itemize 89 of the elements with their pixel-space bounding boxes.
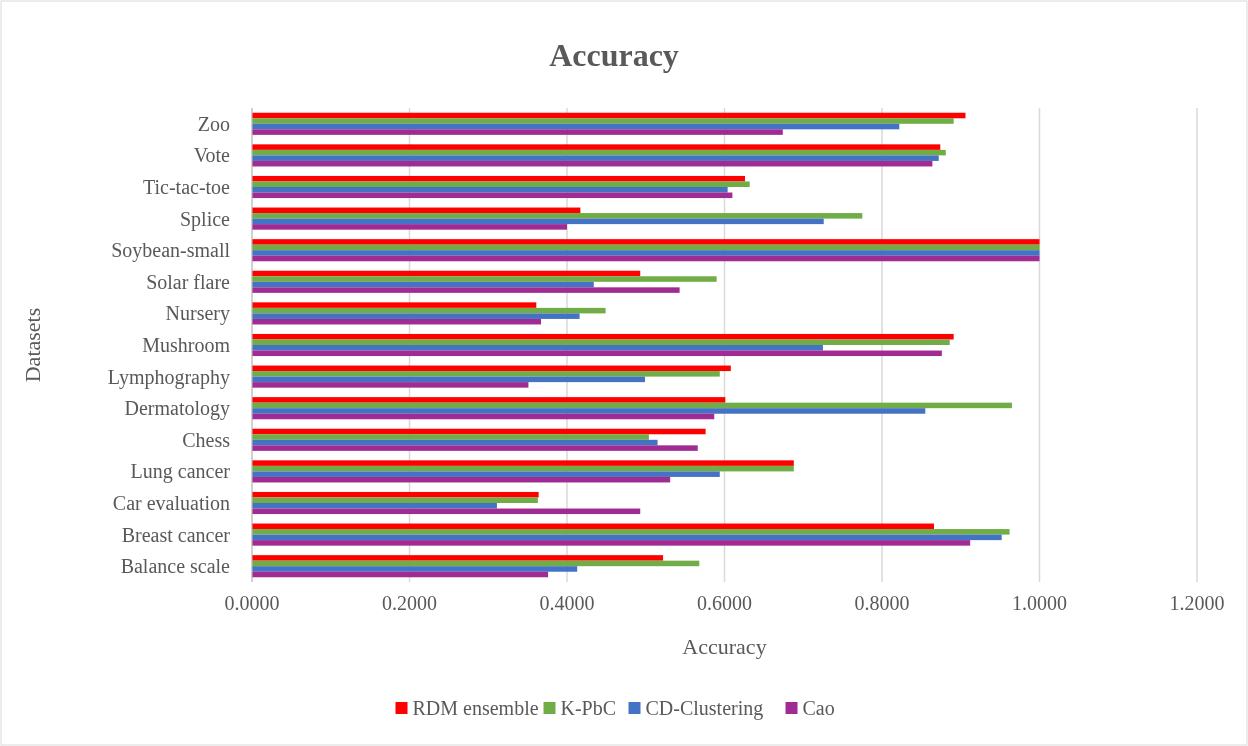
x-tick-label: 0.0000	[224, 592, 280, 614]
legend-label: RDM ensemble	[412, 697, 539, 719]
y-tick-label: Vote	[193, 144, 231, 167]
bar	[252, 465, 794, 472]
bar	[252, 112, 966, 119]
bar	[252, 376, 645, 383]
y-tick-label: Car evaluation	[112, 492, 230, 514]
y-tick-label: Balance scale	[120, 555, 231, 578]
bar	[252, 244, 1040, 251]
bar	[252, 571, 549, 578]
bar	[252, 123, 900, 130]
bar	[252, 192, 733, 199]
y-tick-label: Soybean-small	[111, 239, 231, 263]
bar	[252, 187, 728, 193]
bar	[252, 508, 641, 515]
y-tick-label: Chess	[182, 428, 231, 451]
y-tick-label: Dermatology	[124, 397, 230, 421]
bar	[252, 560, 700, 567]
bar	[252, 118, 954, 124]
legend-label: CD-Clustering	[645, 697, 764, 720]
bar	[252, 276, 717, 282]
bar	[252, 155, 939, 161]
bar	[252, 175, 745, 182]
bar	[252, 434, 649, 440]
bar	[252, 566, 578, 572]
legend-label: K-PbC	[560, 697, 617, 719]
bar	[252, 471, 720, 477]
bar	[252, 307, 606, 314]
bar	[252, 160, 933, 167]
bar	[252, 402, 1012, 409]
x-tick-label: 1.0000	[1012, 592, 1067, 614]
bar	[252, 497, 538, 503]
bar	[252, 302, 537, 308]
bar	[252, 181, 750, 187]
bar	[252, 255, 1040, 262]
bar	[252, 339, 950, 345]
bar	[252, 476, 671, 483]
y-tick-label: Splice	[180, 207, 231, 231]
bar	[252, 250, 1040, 256]
bar	[252, 345, 823, 351]
x-tick-label: 1.2000	[1169, 592, 1225, 614]
bar	[252, 397, 726, 403]
bar	[252, 313, 580, 319]
bar	[252, 281, 594, 288]
y-tick-label: Lung cancer	[130, 460, 231, 484]
bar	[252, 382, 529, 388]
bar	[252, 149, 946, 156]
y-tick-label: Lymphography	[107, 365, 230, 389]
x-tick-label: 0.8000	[854, 592, 910, 614]
bar	[252, 523, 934, 530]
bar	[252, 371, 720, 377]
bar	[252, 491, 539, 498]
x-axis-title: Accuracy	[682, 634, 767, 659]
bar	[252, 413, 715, 420]
bar	[252, 534, 1002, 541]
chart-title: Accuracy	[549, 37, 679, 73]
bar	[252, 529, 1010, 535]
bar	[252, 129, 783, 135]
bar	[252, 287, 680, 293]
bar	[252, 270, 641, 277]
bar	[252, 408, 926, 414]
y-tick-label: Tic-tac-toe	[142, 176, 231, 198]
x-tick-label: 0.6000	[697, 592, 752, 614]
bar	[252, 333, 954, 340]
bar	[252, 207, 581, 214]
x-tick-label: 0.4000	[539, 592, 595, 614]
bar	[252, 460, 794, 466]
bar	[252, 428, 706, 435]
y-axis-title: Datasets	[20, 307, 45, 383]
y-tick-label: Zoo	[197, 112, 230, 135]
bar	[252, 224, 567, 230]
bar	[252, 503, 497, 509]
y-tick-label: Nursery	[165, 302, 230, 326]
bar	[252, 239, 1040, 245]
bar	[252, 439, 658, 446]
bar	[252, 144, 941, 150]
y-tick-label: Solar flare	[146, 270, 231, 293]
bar	[252, 213, 863, 219]
bar	[252, 218, 824, 225]
bar	[252, 365, 731, 372]
bar	[252, 318, 542, 325]
bar	[252, 540, 971, 546]
bar	[252, 445, 698, 451]
x-tick-label: 0.2000	[382, 592, 437, 614]
y-tick-label: Mushroom	[142, 334, 231, 356]
legend-label: Cao	[802, 697, 835, 719]
bar	[252, 350, 942, 357]
bar	[252, 555, 664, 561]
y-tick-label: Breast cancer	[121, 523, 231, 546]
